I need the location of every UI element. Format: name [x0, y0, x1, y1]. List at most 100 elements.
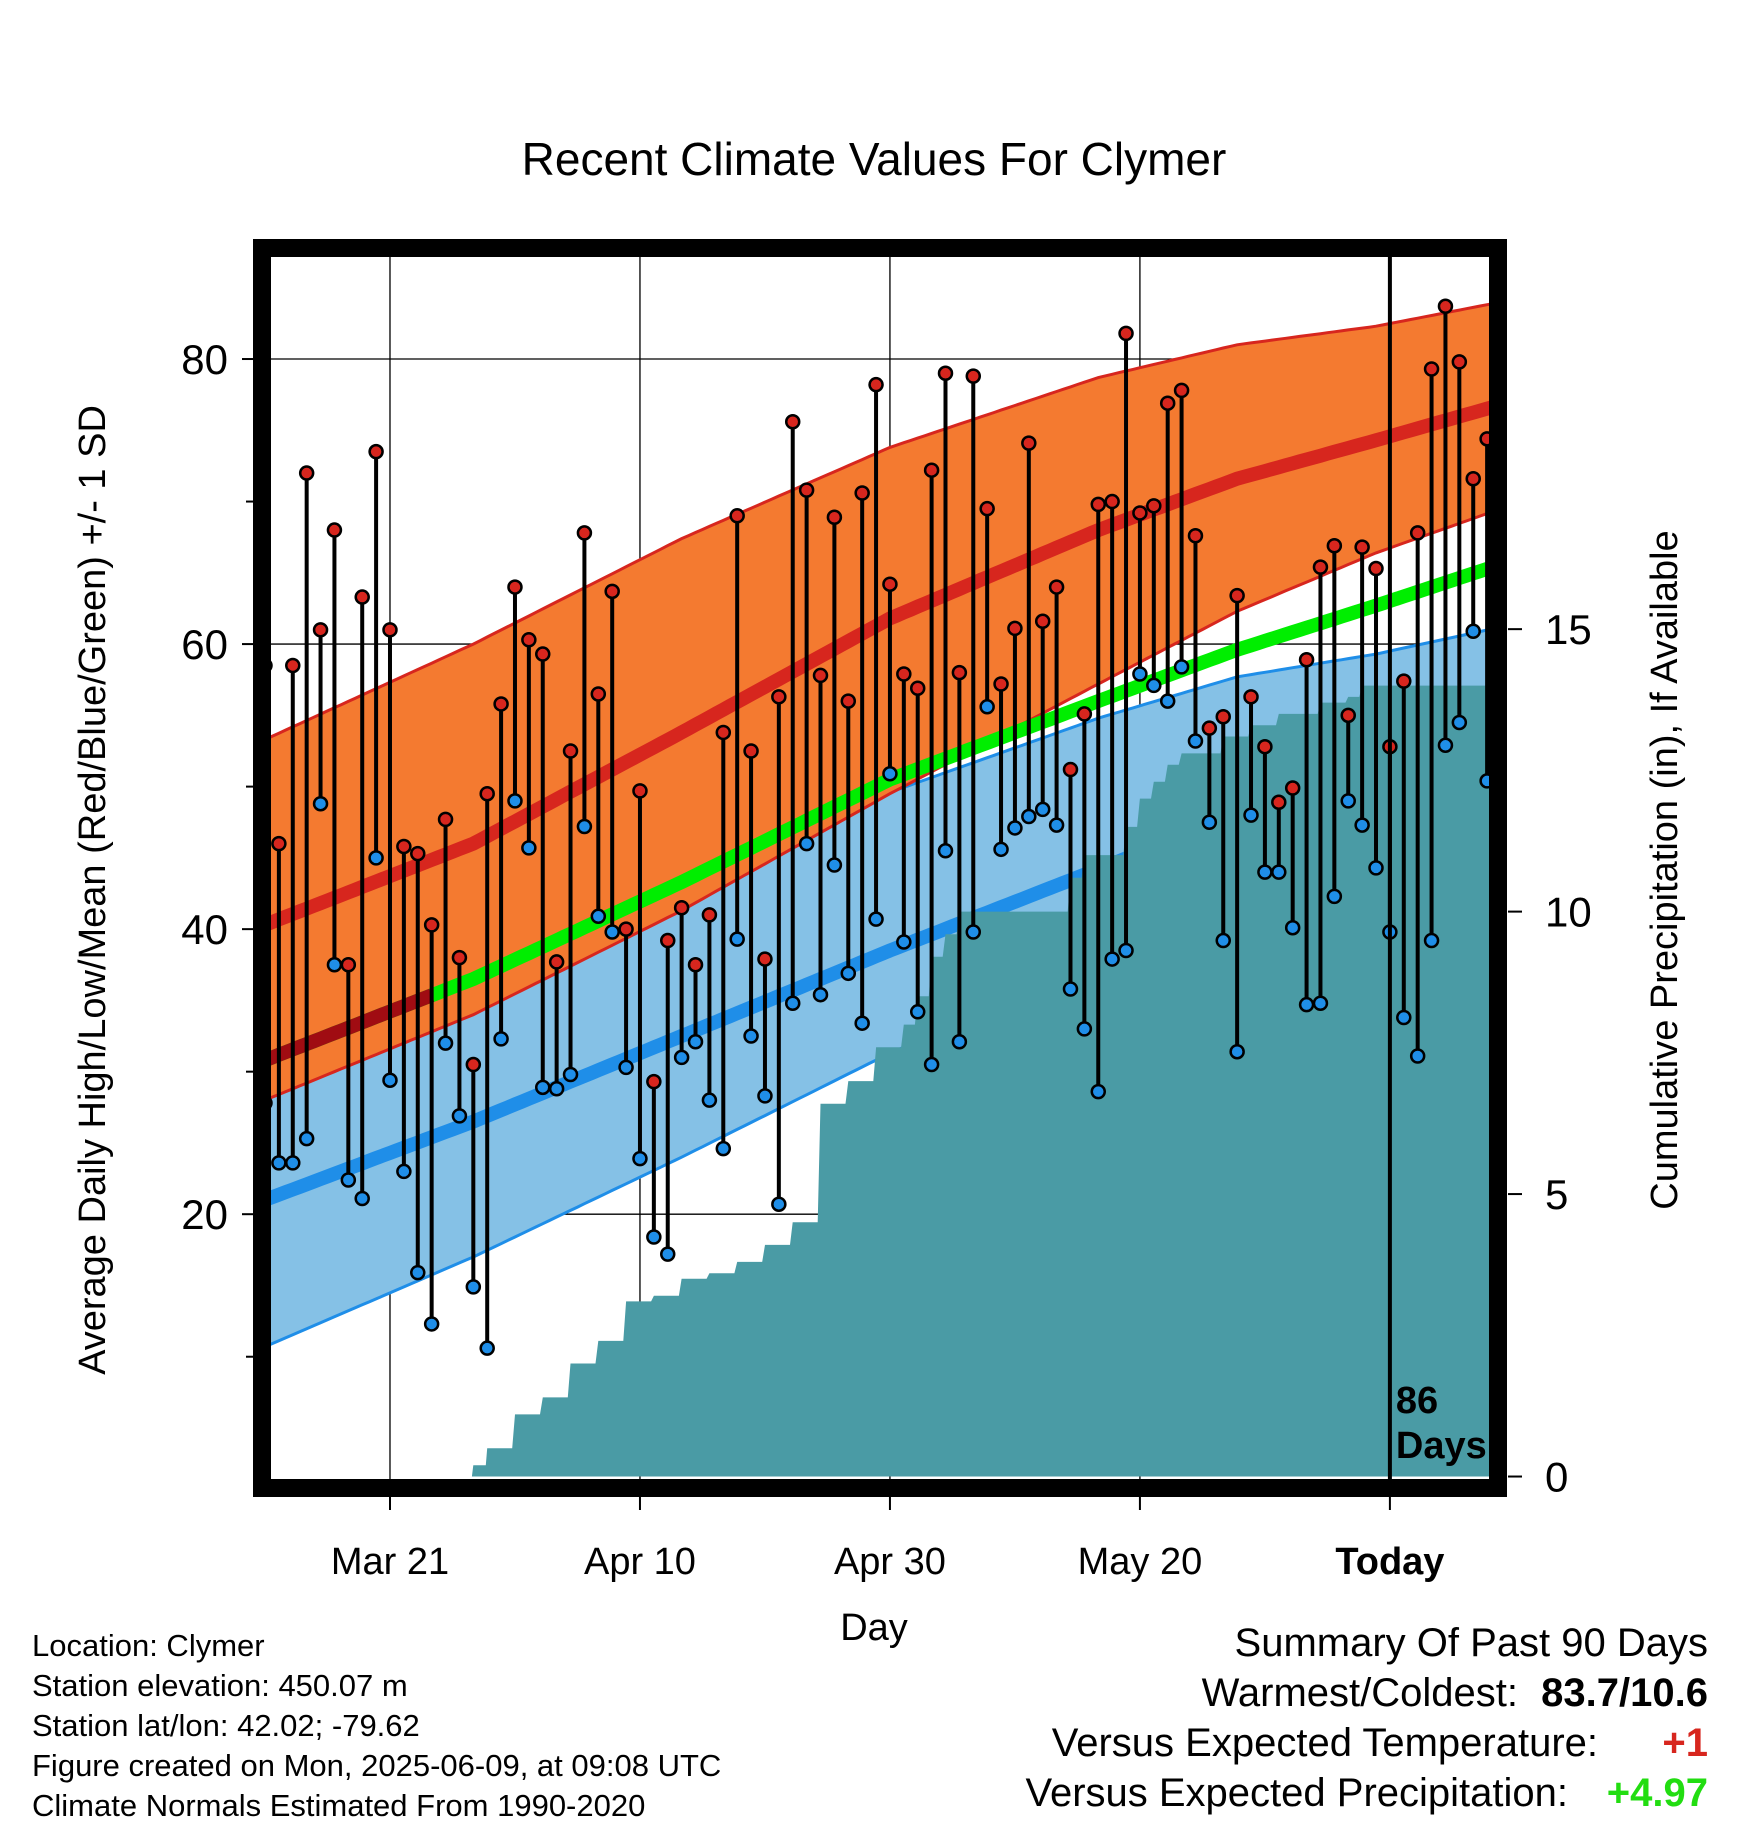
high-temp-point	[1437, 298, 1454, 315]
created-text: Figure created on Mon, 2025-06-09, at 09…	[32, 1748, 722, 1783]
low-temp-point	[1243, 807, 1259, 823]
low-temp-point	[951, 1033, 968, 1050]
elevation-text: Station elevation: 450.07 m	[32, 1668, 408, 1703]
warmest-coldest-row: Warmest/Coldest: 83.7/10.6	[1025, 1668, 1708, 1718]
y-left-tick-label: 40	[181, 906, 228, 953]
high-temp-point	[1048, 579, 1065, 595]
low-temp-point	[1479, 773, 1491, 789]
high-temp-point	[757, 951, 773, 967]
normals-text: Climate Normals Estimated From 1990-2020	[32, 1788, 646, 1823]
low-temp-point	[1423, 932, 1440, 949]
high-temp-point	[1062, 761, 1079, 778]
low-temp-point	[826, 857, 843, 873]
low-temp-point	[798, 835, 815, 852]
low-temp-point	[979, 699, 995, 715]
high-temp-point	[993, 676, 1009, 692]
low-temp-point	[285, 1155, 301, 1171]
high-temp-point	[1076, 706, 1093, 722]
x-tick-label: Mar 21	[331, 1541, 449, 1583]
low-temp-point	[868, 911, 884, 927]
low-temp-point	[354, 1190, 370, 1207]
low-temp-point	[437, 1035, 454, 1051]
low-temp-point	[382, 1072, 398, 1088]
low-temp-point	[923, 1056, 940, 1073]
low-temp-point	[1187, 733, 1204, 749]
high-temp-point	[1284, 780, 1301, 796]
high-temp-point	[1034, 613, 1051, 630]
high-temp-point	[354, 589, 370, 605]
y-axis-left-label: Average Daily High/Low/Mean (Red/Blue/Gr…	[72, 405, 114, 1375]
high-temp-point	[507, 579, 523, 595]
high-temp-point	[896, 666, 912, 682]
low-temp-point	[1368, 860, 1384, 876]
high-temp-point	[1173, 382, 1190, 399]
low-temp-point	[659, 1246, 676, 1262]
high-temp-point	[548, 954, 565, 970]
high-temp-point	[937, 365, 954, 382]
precip-value: +4.97	[1606, 1771, 1708, 1815]
high-temp-point	[465, 1056, 482, 1073]
low-temp-point	[1451, 714, 1468, 731]
y-right-tick-label: 15	[1545, 606, 1592, 653]
low-temp-point	[1298, 996, 1315, 1013]
low-temp-point	[604, 924, 620, 940]
low-temp-point	[423, 1316, 440, 1332]
low-temp-point	[1326, 888, 1343, 905]
high-temp-point	[1340, 707, 1356, 724]
low-temp-point	[1104, 951, 1120, 967]
high-temp-point	[771, 689, 787, 705]
low-temp-point	[312, 795, 329, 812]
low-temp-point	[493, 1031, 509, 1047]
low-temp-point	[840, 965, 857, 982]
high-temp-point	[604, 583, 620, 600]
high-temp-point	[1104, 493, 1120, 510]
low-temp-point	[673, 1049, 690, 1066]
high-temp-point	[298, 465, 315, 481]
high-temp-point	[840, 693, 857, 709]
high-temp-point	[1243, 689, 1259, 705]
low-temp-point	[548, 1081, 565, 1097]
y-axis-right-label: Cumulative Precipitation (in), If Availa…	[1644, 530, 1686, 1209]
high-temp-point	[562, 743, 579, 759]
high-temp-point	[1409, 525, 1426, 541]
low-temp-point	[784, 995, 801, 1012]
low-temp-point	[1090, 1083, 1107, 1100]
x-tick-label: Apr 30	[834, 1541, 946, 1583]
low-temp-point	[743, 1028, 759, 1044]
low-temp-point	[854, 1015, 870, 1031]
warmest-coldest-label: Warmest/Coldest:	[1201, 1671, 1518, 1715]
daily-observations	[257, 298, 1491, 1356]
high-temp-point	[1215, 709, 1231, 725]
low-temp-point	[812, 986, 829, 1003]
low-temp-point	[757, 1088, 773, 1104]
high-temp-point	[1396, 673, 1412, 689]
high-temp-point	[535, 646, 551, 662]
low-temp-point	[909, 1004, 926, 1020]
low-temp-point	[1312, 995, 1329, 1012]
today-label-line: Days	[1396, 1425, 1487, 1467]
high-temp-point	[521, 632, 537, 648]
y-right-tick-label: 5	[1545, 1171, 1568, 1218]
low-temp-point	[271, 1155, 287, 1171]
low-temp-point	[687, 1033, 704, 1050]
low-temp-point	[632, 1150, 648, 1167]
low-temp-point	[340, 1172, 357, 1188]
y-left-tick-label: 60	[181, 621, 228, 668]
low-temp-point	[1146, 677, 1162, 694]
x-tick-label: Apr 10	[584, 1541, 696, 1583]
low-temp-point	[1062, 981, 1079, 997]
high-temp-point	[632, 783, 648, 799]
high-temp-point	[1479, 431, 1491, 447]
high-temp-point	[479, 785, 495, 802]
low-temp-point	[1118, 942, 1134, 959]
precip-row: Versus Expected Precipitation: +4.97	[1025, 1768, 1708, 1818]
high-temp-point	[423, 917, 440, 933]
high-temp-point	[646, 1073, 662, 1090]
low-temp-point	[576, 818, 593, 835]
high-temp-point	[590, 686, 607, 702]
high-temp-point	[1271, 794, 1287, 811]
chart-title: Recent Climate Values For Clymer	[522, 133, 1227, 185]
high-temp-point	[687, 957, 704, 973]
